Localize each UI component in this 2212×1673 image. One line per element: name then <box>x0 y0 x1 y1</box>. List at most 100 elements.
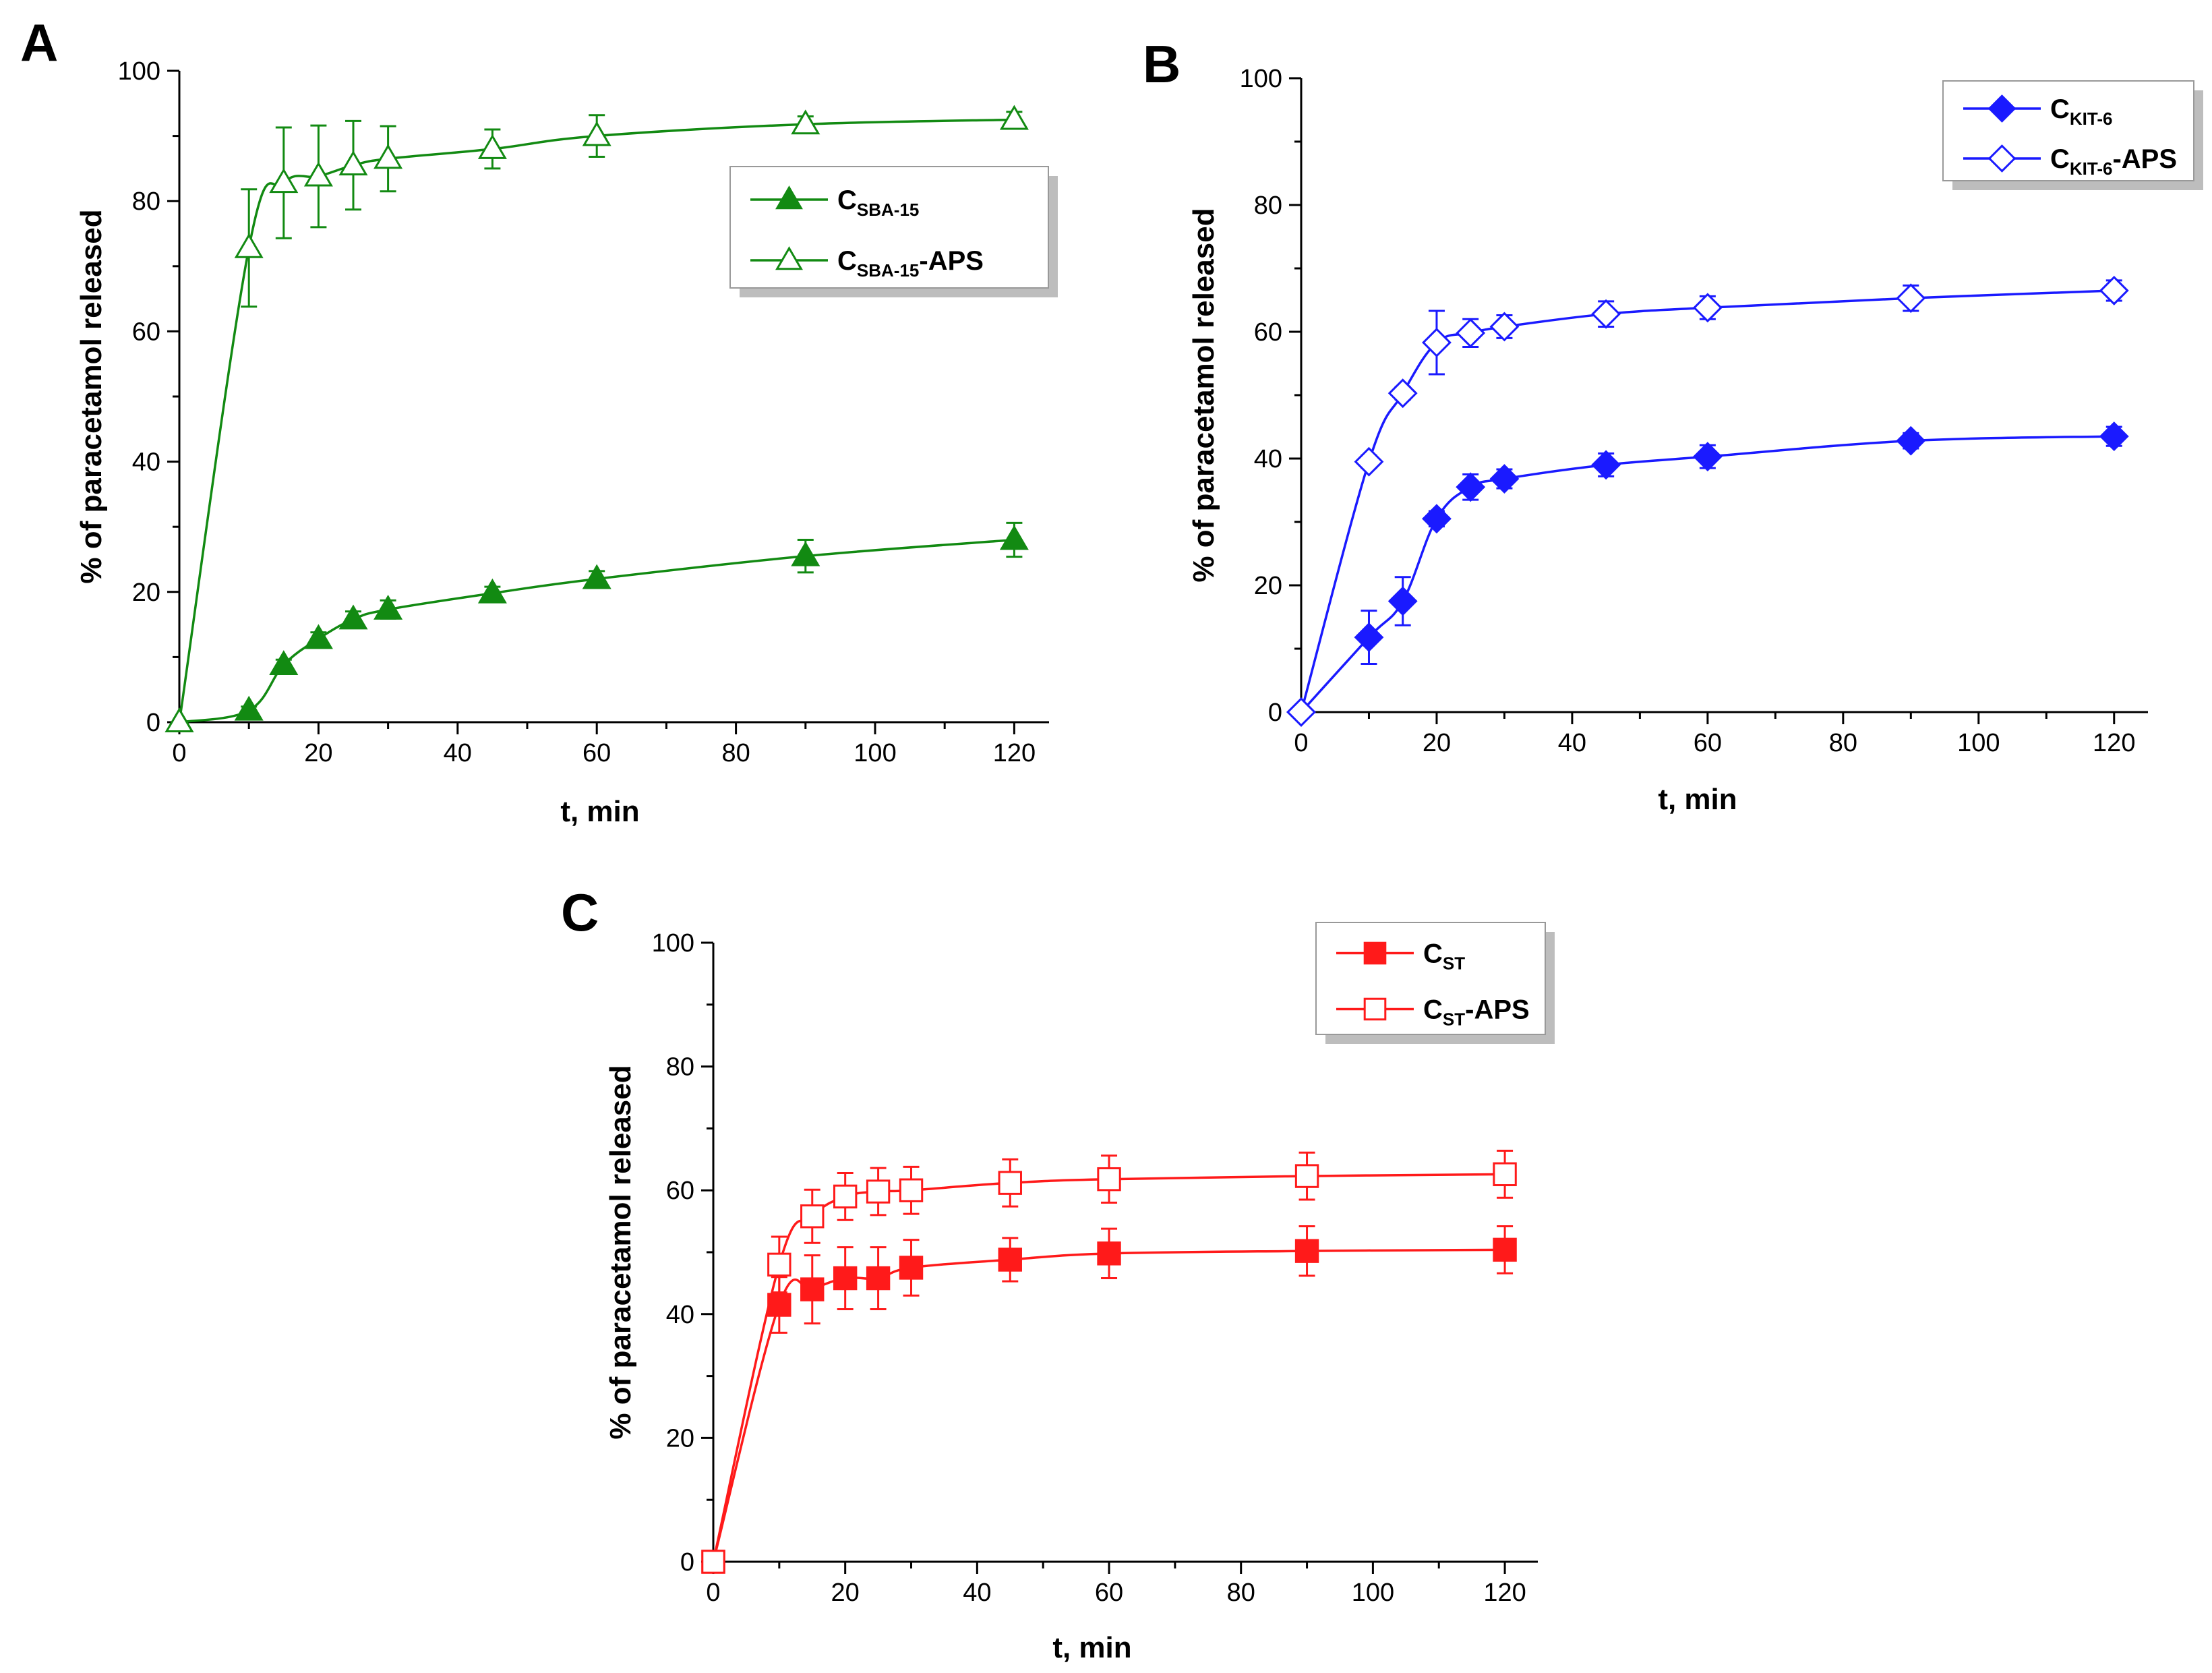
legend-label: CST <box>1423 939 1465 974</box>
data-point <box>1692 293 1723 323</box>
data-point <box>269 168 299 194</box>
y-tick-label: 60 <box>1254 318 1282 347</box>
series-plain <box>1286 421 2129 727</box>
x-axis-title: t, min <box>1658 783 1737 816</box>
series-aps <box>165 105 1029 732</box>
legend-entry: CSBA-15-APS <box>750 246 984 281</box>
data-point <box>234 233 264 258</box>
data-point <box>800 1204 825 1229</box>
x-tick-label: 60 <box>582 739 611 767</box>
chart-panel-b: B 0 20 40 60 80 100 120 0 20 40 60 80 100 t, min % of p… <box>1143 34 2203 816</box>
x-axis-title: t, min <box>560 795 639 828</box>
data-point <box>303 161 333 187</box>
data-point <box>338 604 368 630</box>
legend-label: CSBA-15 <box>837 185 919 220</box>
data-point <box>1489 464 1520 494</box>
data-point <box>1591 299 1621 329</box>
data-point <box>1692 442 1723 472</box>
data-point <box>1422 328 1452 357</box>
data-point <box>165 707 194 732</box>
y-tick-label: 80 <box>132 187 160 216</box>
legend-marker <box>1363 941 1387 965</box>
series-aps <box>701 1149 1517 1574</box>
y-tick-label: 100 <box>1240 65 1282 93</box>
data-point <box>833 1266 858 1291</box>
chart-panel-a: A 0 20 40 60 80 100 120 0 20 40 60 80 100 t, min % of p… <box>20 13 1058 828</box>
x-tick-label: 40 <box>444 739 472 767</box>
x-tick-label: 120 <box>993 739 1036 767</box>
y-tick-label: 0 <box>146 709 160 737</box>
x-tick-label: 20 <box>1423 729 1451 757</box>
data-point <box>2099 421 2129 452</box>
legend-label: CKIT-6 <box>2050 94 2112 129</box>
data-point <box>1896 425 1926 456</box>
data-point <box>1294 1239 1319 1263</box>
series-line <box>1300 289 2114 713</box>
legend-marker <box>1363 997 1387 1021</box>
data-point <box>998 1248 1022 1272</box>
data-point <box>1387 586 1418 616</box>
y-tick-label: 20 <box>1254 572 1282 600</box>
data-point <box>1097 1167 1121 1192</box>
data-point <box>1286 697 1316 727</box>
legend-marker <box>775 185 803 210</box>
chart-panel-c: C 0 20 40 60 80 100 120 0 20 40 60 80 100 t, min % of p… <box>561 883 1555 1664</box>
y-tick-label: 100 <box>118 57 160 86</box>
data-point <box>998 1171 1022 1195</box>
y-tick-label: 80 <box>666 1053 694 1082</box>
data-point <box>477 134 507 159</box>
y-tick-label: 60 <box>666 1177 694 1205</box>
legend-entry: CST <box>1336 939 1465 974</box>
series-line <box>1300 435 2114 713</box>
data-point <box>800 1277 825 1301</box>
y-tick-label: 40 <box>666 1301 694 1329</box>
x-tick-label: 40 <box>963 1579 991 1607</box>
x-tick-label: 80 <box>721 739 750 767</box>
legend-label: CKIT-6-APS <box>2050 144 2177 179</box>
legend: CKIT-6 CKIT-6-APS <box>1942 80 2203 190</box>
y-tick-label: 0 <box>680 1548 694 1577</box>
x-tick-label: 60 <box>1095 1579 1123 1607</box>
data-point <box>373 144 403 169</box>
series-aps <box>1286 275 2129 727</box>
data-point <box>1456 472 1486 502</box>
y-tick-label: 20 <box>132 579 160 607</box>
data-point <box>791 541 820 566</box>
data-point <box>866 1266 891 1291</box>
data-point <box>582 121 611 146</box>
data-point <box>866 1179 891 1204</box>
x-tick-label: 0 <box>1294 729 1308 757</box>
data-point <box>1456 318 1486 348</box>
legend-entry: CST-APS <box>1336 995 1530 1030</box>
y-axis-title: % of paracetamol released <box>604 1065 637 1439</box>
data-point <box>1097 1241 1121 1266</box>
series-line <box>712 1248 1505 1562</box>
data-point <box>791 109 820 135</box>
x-tick-label: 100 <box>1352 1579 1394 1607</box>
y-tick-label: 80 <box>1254 192 1282 220</box>
data-point <box>1354 622 1384 653</box>
data-point <box>833 1184 858 1209</box>
data-point <box>373 595 403 620</box>
legend-box <box>1942 80 2194 181</box>
x-axis-title: t, min <box>1052 1631 1131 1664</box>
legend: CST CST-APS <box>1315 922 1555 1044</box>
legend-label: CSBA-15-APS <box>837 246 984 281</box>
data-point <box>234 695 264 721</box>
x-tick-label: 100 <box>854 739 896 767</box>
data-point <box>1493 1237 1517 1262</box>
y-tick-label: 20 <box>666 1424 694 1452</box>
x-tick-label: 60 <box>1694 729 1722 757</box>
legend: CSBA-15 CSBA-15-APS <box>729 166 1058 297</box>
series-plain <box>165 521 1029 732</box>
panel-letter: C <box>561 883 599 942</box>
data-point <box>767 1252 791 1277</box>
x-tick-label: 20 <box>831 1579 860 1607</box>
x-tick-label: 120 <box>1483 1579 1526 1607</box>
data-point <box>1422 504 1452 534</box>
x-tick-label: 40 <box>1558 729 1586 757</box>
y-tick-label: 60 <box>132 318 160 346</box>
y-axis-title: % of paracetamol released <box>75 209 108 583</box>
legend-entry: CKIT-6 <box>1963 94 2112 129</box>
